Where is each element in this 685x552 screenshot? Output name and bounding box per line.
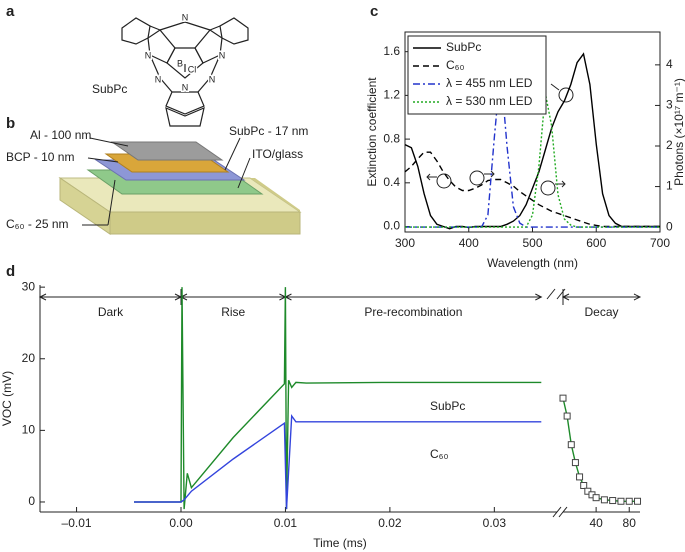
point-marker <box>567 441 575 449</box>
series-label: SubPc <box>430 399 465 413</box>
point-marker <box>576 473 584 481</box>
y2-tick-label: 3 <box>666 98 673 112</box>
x-axis-label: Wavelength (nm) <box>487 256 578 270</box>
y2-tick-label: 4 <box>666 57 673 71</box>
panel-letter: b <box>6 115 15 132</box>
y-axis-label: VOC (mV) <box>0 371 14 426</box>
axis-break <box>556 288 566 300</box>
series-label: C₆₀ <box>430 447 449 461</box>
point-marker <box>609 497 617 505</box>
panel-letter: c <box>370 3 378 20</box>
panel-letter: a <box>6 3 15 20</box>
chart: 0 10 20 30 –0.01 0.00 0.01 0.02 0.03 40 80 Time (ms… <box>0 279 642 550</box>
point-marker <box>617 497 625 505</box>
series-line <box>405 93 660 228</box>
atom-label: N <box>155 74 162 84</box>
legend-label: λ = 455 nm LED <box>446 76 533 90</box>
y2-tick-label: 2 <box>666 138 673 152</box>
atom-label: N <box>145 50 152 60</box>
region-arrow <box>561 293 642 301</box>
chart: 0.0 0.4 0.8 1.2 1.6 0 1 2 3 4 300 400 500 600 700 Wavel… <box>365 31 685 270</box>
series-line <box>134 413 542 510</box>
y-tick-label: 20 <box>22 351 36 365</box>
legend-label: λ = 530 nm LED <box>446 94 533 108</box>
y-tick-label: 10 <box>22 423 36 437</box>
series-line <box>134 287 542 510</box>
atom-label: Cl <box>188 64 197 74</box>
y-tick-label: 1.6 <box>383 44 400 58</box>
point-marker <box>559 394 567 402</box>
layer-label: C₆₀ - 25 nm <box>6 217 69 231</box>
y2-tick-label: 0 <box>666 219 673 233</box>
x-tick-label: 0.00 <box>169 516 193 530</box>
x-tick-label: 500 <box>522 236 542 250</box>
y-tick-label: 1.2 <box>383 88 400 102</box>
atom-label: N <box>219 50 226 60</box>
point-marker <box>625 497 633 505</box>
y2-tick-label: 1 <box>666 179 673 193</box>
atom-label: N <box>182 82 189 92</box>
region-arrow <box>38 293 183 301</box>
y-tick-label: 30 <box>22 279 36 293</box>
x-tick-label: 0.01 <box>274 516 298 530</box>
legend-box <box>407 35 547 115</box>
curve-marker <box>426 83 574 196</box>
region-label: Decay <box>584 305 618 319</box>
x2-tick-label: 40 <box>589 516 603 530</box>
device-stack <box>58 137 302 235</box>
x2-tick-label: 80 <box>623 516 637 530</box>
y-tick-label: 0.4 <box>383 175 400 189</box>
x-tick-label: 700 <box>650 236 670 250</box>
x-tick-label: 600 <box>586 236 606 250</box>
x-tick-label: 300 <box>395 236 415 250</box>
y2-axis-label: Photons (×10¹⁷ m⁻¹) <box>672 78 685 186</box>
x-tick-label: 400 <box>459 236 479 250</box>
molecule <box>121 17 249 127</box>
atom-label: N <box>209 74 216 84</box>
x-tick-label: 0.03 <box>483 516 507 530</box>
layer-label: ITO/glass <box>252 147 303 161</box>
layer-label: SubPc - 17 nm <box>229 124 308 138</box>
panel-letter: d <box>6 263 15 280</box>
legend-label: SubPc <box>446 40 481 54</box>
layer-label: BCP - 10 nm <box>6 150 74 164</box>
y-axis-label: Extinction coefficient <box>365 77 379 187</box>
y-tick-label: 0 <box>28 494 35 508</box>
y-tick-label: 0.0 <box>383 219 400 233</box>
point-marker <box>563 412 571 420</box>
point-marker <box>600 496 608 504</box>
series-line <box>404 52 660 230</box>
molecule-name: SubPc <box>92 82 127 96</box>
atom-label: N <box>182 12 189 22</box>
layer-label: Al - 100 nm <box>30 128 91 142</box>
axis-break <box>546 288 556 300</box>
point-marker <box>580 482 588 490</box>
x-tick-label: –0.01 <box>62 516 92 530</box>
region-arrow <box>179 293 287 301</box>
point-marker <box>571 459 579 467</box>
point-marker <box>592 494 600 502</box>
region-label: Pre-recombination <box>364 305 462 319</box>
axis-break <box>552 506 562 518</box>
region-arrow <box>284 293 543 301</box>
region-label: Dark <box>98 305 124 319</box>
axis-break <box>558 506 568 518</box>
x-axis-label: Time (ms) <box>313 536 367 550</box>
legend-label: C₆₀ <box>446 58 465 72</box>
atom-label: B <box>177 58 183 68</box>
point-marker <box>634 497 642 505</box>
series-line <box>562 397 638 502</box>
point-marker <box>584 487 592 495</box>
x-tick-label: 0.02 <box>378 516 402 530</box>
region-label: Rise <box>221 305 245 319</box>
y-tick-label: 0.8 <box>383 131 400 145</box>
